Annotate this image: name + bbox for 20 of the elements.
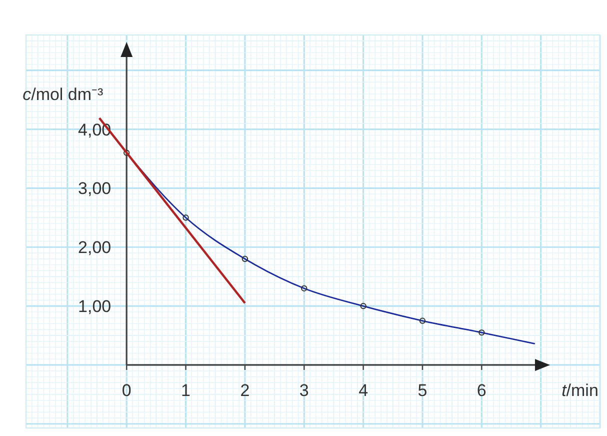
point (124, 150, 130, 156)
x-axis-title: t/min (562, 380, 598, 400)
point (301, 285, 308, 292)
x-tick-label: 6 (476, 380, 486, 400)
y-tick-label: 4,00 (78, 120, 112, 140)
point (478, 329, 485, 336)
y-axis-title: c/mol dm⁻³ (22, 84, 104, 104)
x-tick-label: 3 (299, 380, 309, 400)
x-tick-label: 0 (122, 380, 132, 400)
point (419, 318, 426, 324)
y-tick-label: 3,00 (78, 179, 112, 198)
x-tick-label: 1 (181, 380, 191, 400)
x-tick-label: 4 (358, 380, 368, 400)
point (182, 214, 189, 221)
y-tick-label: 1,00 (78, 297, 112, 316)
x-tick-label: 2 (240, 380, 250, 400)
point (360, 302, 366, 310)
point (242, 256, 248, 262)
x-tick-label: 5 (418, 380, 428, 400)
y-tick-label: 2,00 (78, 238, 112, 258)
